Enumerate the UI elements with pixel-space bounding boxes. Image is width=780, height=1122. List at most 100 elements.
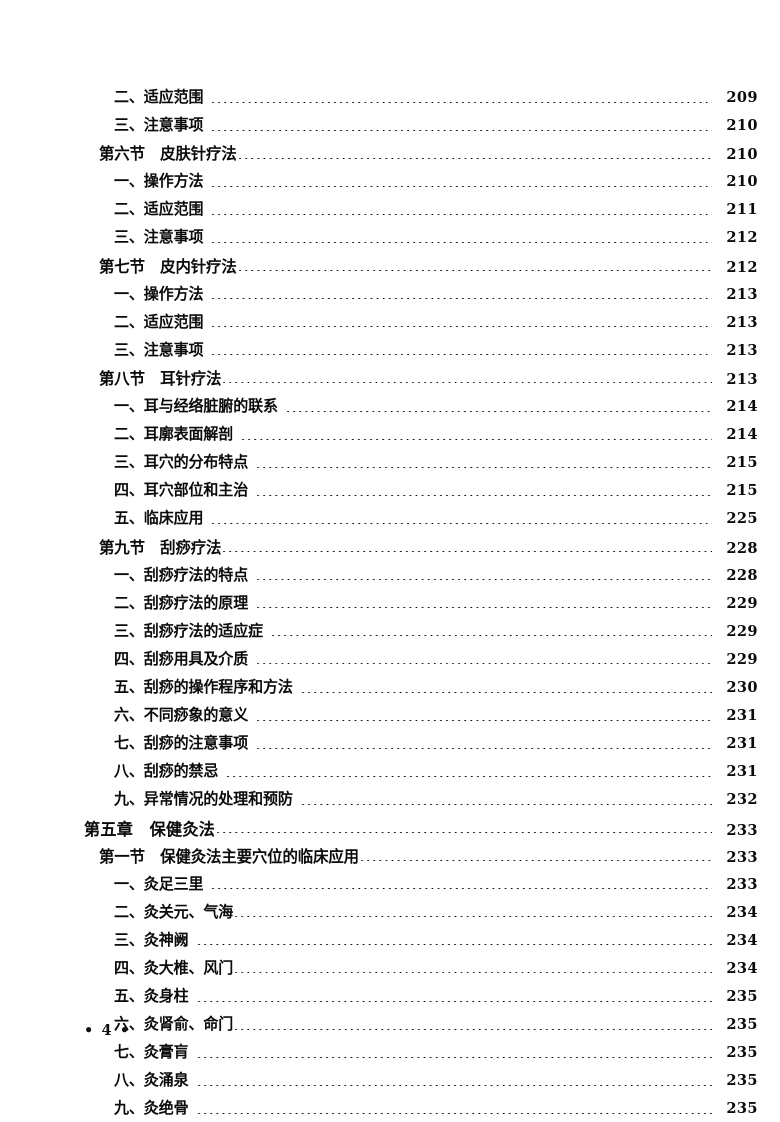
toc-entry-page-number: 209 bbox=[726, 89, 758, 106]
toc-row[interactable]: 二、耳廓表面解剖 214 bbox=[0, 423, 780, 451]
toc-entry-page-number: 235 bbox=[726, 1044, 758, 1062]
toc-entry-label: 三、注意事项 bbox=[114, 115, 204, 135]
toc-entry-page-number: 213 bbox=[726, 313, 758, 331]
toc-row[interactable]: 一、耳与经络脏腑的联系 214 bbox=[0, 395, 780, 423]
dot-leader bbox=[240, 438, 712, 440]
toc-entry-page-number: 210 bbox=[726, 146, 758, 164]
toc-entry-page-number: 230 bbox=[726, 678, 758, 696]
toc-row[interactable]: 三、刮痧疗法的适应症 229 bbox=[0, 620, 780, 648]
toc-row[interactable]: 三、注意事项 213 bbox=[0, 339, 780, 367]
toc-entry-page-number: 229 bbox=[726, 622, 758, 640]
toc-entry-label: 一、耳与经络脏腑的联系 bbox=[114, 396, 278, 416]
toc-entry-label: 四、耳穴部位和主治 bbox=[114, 480, 249, 500]
toc-entry-page-number: 231 bbox=[726, 735, 758, 753]
toc-entry-page-number: 213 bbox=[726, 285, 758, 303]
toc-row[interactable]: 三、注意事项 210 bbox=[0, 114, 780, 142]
toc-entry-label: 五、刮痧的操作程序和方法 bbox=[114, 677, 293, 696]
toc-row[interactable]: 四、灸大椎、风门 234 bbox=[0, 957, 780, 985]
toc-entry-label: 二、刮痧疗法的原理 bbox=[114, 593, 249, 612]
toc-entry-label: 三、灸神阙 bbox=[114, 930, 189, 949]
toc-row[interactable]: 一、操作方法 210 bbox=[0, 170, 780, 198]
toc-row[interactable]: 四、耳穴部位和主治 215 bbox=[0, 479, 780, 507]
toc-entry-label: 七、灸膏肓 bbox=[114, 1042, 189, 1062]
toc-row[interactable]: 一、操作方法 213 bbox=[0, 283, 780, 311]
toc-row[interactable]: 五、临床应用 225 bbox=[0, 507, 780, 535]
toc-row[interactable]: 一、刮痧疗法的特点 228 bbox=[0, 564, 780, 592]
dot-leader bbox=[210, 213, 712, 215]
toc-entry-label: 第一节 保健灸法主要穴位的临床应用 bbox=[99, 846, 359, 866]
toc-row[interactable]: 第六节 皮肤针疗法 210 bbox=[0, 142, 780, 170]
toc-row[interactable]: 五、刮痧的操作程序和方法 230 bbox=[0, 676, 780, 704]
toc-row[interactable]: 三、注意事项 212 bbox=[0, 226, 780, 254]
toc-entry-label: 一、操作方法 bbox=[114, 284, 204, 303]
toc-entry-page-number: 210 bbox=[726, 117, 758, 135]
toc-entry-label: 四、刮痧用具及介质 bbox=[114, 649, 249, 668]
dot-leader bbox=[210, 888, 712, 890]
dot-leader bbox=[299, 803, 712, 805]
toc-entry-page-number: 235 bbox=[726, 1100, 758, 1118]
toc-entry-page-number: 231 bbox=[726, 763, 758, 781]
toc-entry-label: 三、刮痧疗法的适应症 bbox=[114, 621, 264, 640]
toc-entry-page-number: 235 bbox=[726, 1016, 758, 1034]
toc-entry-page-number: 214 bbox=[726, 426, 758, 444]
toc-row[interactable]: 三、耳穴的分布特点 215 bbox=[0, 451, 780, 479]
toc-row[interactable]: 二、灸关元、气海 234 bbox=[0, 901, 780, 929]
toc-entry-label: 二、适应范围 bbox=[114, 312, 204, 331]
toc-entry-page-number: 229 bbox=[726, 650, 758, 668]
toc-row[interactable]: 第九节 刮痧疗法 228 bbox=[0, 536, 780, 564]
toc-entry-label: 三、注意事项 bbox=[114, 340, 204, 359]
toc-entry-page-number: 228 bbox=[726, 539, 758, 557]
toc-entry-page-number: 233 bbox=[726, 822, 758, 840]
dot-leader bbox=[284, 410, 712, 412]
toc-entry-label: 第八节 耳针疗法 bbox=[99, 369, 222, 388]
toc-row[interactable]: 第七节 皮内针疗法 212 bbox=[0, 255, 780, 283]
toc-row[interactable]: 一、灸足三里 233 bbox=[0, 873, 780, 901]
dot-leader bbox=[255, 607, 712, 609]
toc-row[interactable]: 二、适应范围 211 bbox=[0, 198, 780, 226]
toc-row[interactable]: 二、适应范围 209 bbox=[0, 86, 780, 114]
toc-row[interactable]: 五、灸身柱 235 bbox=[0, 985, 780, 1013]
dot-leader bbox=[210, 101, 712, 103]
toc-entry-page-number: 233 bbox=[726, 875, 758, 893]
dot-leader bbox=[210, 326, 712, 328]
toc-entry-label: 一、操作方法 bbox=[114, 171, 204, 191]
dot-leader bbox=[195, 944, 712, 946]
dot-leader bbox=[255, 494, 712, 496]
dot-leader bbox=[270, 635, 712, 637]
toc-entry-page-number: 213 bbox=[726, 341, 758, 359]
toc-row[interactable]: 二、适应范围 213 bbox=[0, 311, 780, 339]
dot-leader bbox=[255, 747, 712, 749]
toc-entry-label: 九、异常情况的处理和预防 bbox=[114, 789, 293, 809]
toc-entry-page-number: 225 bbox=[726, 510, 758, 528]
toc-row[interactable]: 二、刮痧疗法的原理 229 bbox=[0, 592, 780, 620]
toc-row[interactable]: 六、灸肾俞、命门 235 bbox=[0, 1013, 780, 1041]
toc-row[interactable]: 第一节 保健灸法主要穴位的临床应用 233 bbox=[0, 845, 780, 873]
dot-leader bbox=[255, 719, 712, 721]
toc-entry-label: 第七节 皮内针疗法 bbox=[99, 256, 237, 276]
toc-entry-page-number: 215 bbox=[726, 482, 758, 500]
toc-row[interactable]: 七、灸膏肓 235 bbox=[0, 1041, 780, 1069]
toc-entry-label: 六、灸肾俞、命门 bbox=[114, 1014, 234, 1034]
toc-entry-label: 第五章 保健灸法 bbox=[84, 819, 216, 840]
toc-entry-list: 二、适应范围 209 三、注意事项 210 第六节 皮肤针疗法 210 一、操作方法 210 二… bbox=[0, 86, 780, 1122]
toc-entry-page-number: 234 bbox=[726, 959, 758, 977]
dot-leader bbox=[210, 298, 712, 300]
toc-row[interactable]: 九、异常情况的处理和预防 232 bbox=[0, 788, 780, 816]
toc-row[interactable]: 九、灸绝骨 235 bbox=[0, 1097, 780, 1122]
toc-row[interactable]: 第八节 耳针疗法 213 bbox=[0, 367, 780, 395]
toc-row[interactable]: 六、不同痧象的意义 231 bbox=[0, 704, 780, 732]
toc-entry-label: 二、适应范围 bbox=[114, 87, 204, 106]
toc-entry-label: 五、临床应用 bbox=[114, 508, 204, 528]
toc-entry-label: 八、刮痧的禁忌 bbox=[114, 761, 219, 781]
toc-row[interactable]: 四、刮痧用具及介质 229 bbox=[0, 648, 780, 676]
toc-row[interactable]: 七、刮痧的注意事项 231 bbox=[0, 732, 780, 760]
dot-leader bbox=[299, 691, 712, 693]
toc-row[interactable]: 八、刮痧的禁忌 231 bbox=[0, 760, 780, 788]
toc-entry-label: 二、适应范围 bbox=[114, 199, 204, 219]
toc-row[interactable]: 八、灸涌泉 235 bbox=[0, 1069, 780, 1097]
dot-leader bbox=[233, 1028, 712, 1030]
toc-row[interactable]: 三、灸神阙 234 bbox=[0, 929, 780, 957]
dot-leader bbox=[210, 522, 712, 524]
toc-entry-label: 第九节 刮痧疗法 bbox=[99, 537, 222, 557]
toc-row[interactable]: 第五章 保健灸法 233 bbox=[0, 816, 780, 844]
